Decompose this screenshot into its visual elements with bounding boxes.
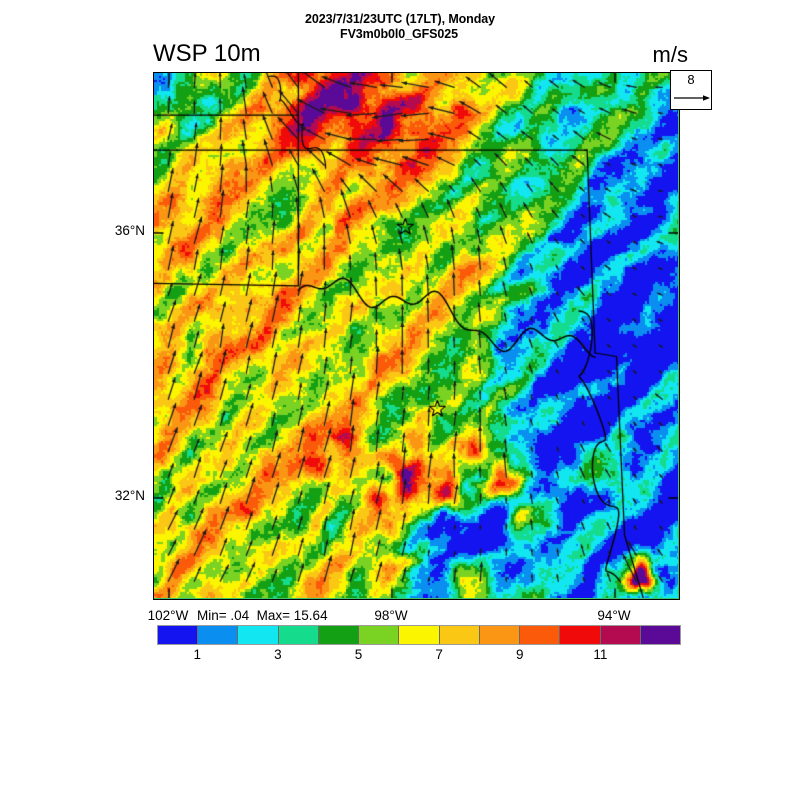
colorbar-tick-9: 9 [516, 647, 524, 662]
colorbar-segment-8 [479, 626, 521, 644]
colorbar-segment-11 [600, 626, 641, 644]
colorbar-tick-1: 1 [193, 647, 202, 662]
colorbar-tick-7: 7 [435, 647, 443, 662]
title-datetime: 2023/7/31/23UTC (17LT), Monday [305, 12, 495, 26]
colorbar[interactable]: 1 3 5 7 9 11 [157, 625, 681, 662]
colorbar-segment-0 [158, 626, 199, 644]
colorbar-segment-1 [198, 626, 239, 644]
colorbar-segment-5 [359, 626, 400, 644]
colorbar-segment-2 [238, 626, 279, 644]
colorbar-segment-12 [640, 626, 681, 644]
colorbar-tick-11: 11 [593, 647, 608, 662]
reference-vector-value: 8 [687, 72, 695, 87]
field-label: WSP 10m [153, 40, 261, 67]
wind-vector-canvas [154, 73, 678, 598]
y-axis-tick-32n: 32°N [114, 488, 145, 503]
x-axis-tick-94w: 94°W [597, 608, 631, 623]
x-axis-tick-98w: 98°W [374, 608, 408, 623]
minmax-statistics: Min= .04 Max= 15.64 [197, 608, 328, 623]
colorbar-segment-6 [399, 626, 440, 644]
right-arrow-icon [674, 95, 710, 101]
colorbar-segment-4 [318, 626, 360, 644]
colorbar-segment-10 [560, 626, 601, 644]
colorbar-tick-5: 5 [354, 647, 363, 662]
colorbar-segment-9 [520, 626, 561, 644]
units-label: m/s [652, 42, 688, 67]
colorbar-segments [157, 625, 681, 645]
y-axis-tick-36n: 36°N [114, 223, 145, 238]
map-plot-area[interactable] [153, 72, 680, 600]
colorbar-segment-3 [278, 626, 319, 644]
colorbar-tick-3: 3 [274, 647, 282, 662]
title-model: FV3m0b0l0_GFS025 [340, 27, 458, 41]
colorbar-segment-7 [439, 626, 480, 644]
reference-vector-box: 8 [670, 70, 712, 110]
title-block: 2023/7/31/23UTC (17LT), Monday FV3m0b0l0… [0, 12, 800, 42]
x-axis-tick-102w: 102°W [147, 608, 189, 623]
